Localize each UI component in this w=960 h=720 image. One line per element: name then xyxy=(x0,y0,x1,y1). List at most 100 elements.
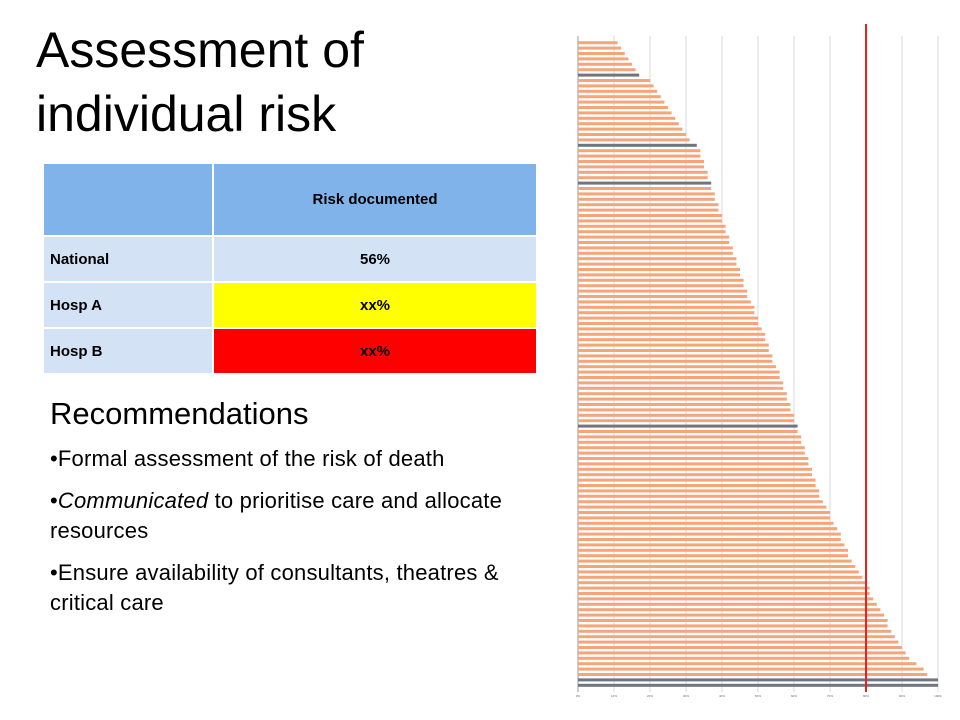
row-value: xx% xyxy=(212,327,538,375)
bar xyxy=(578,500,823,504)
bar xyxy=(578,349,769,352)
x-tick-label: 90% xyxy=(899,694,905,698)
bar xyxy=(578,527,838,531)
bar xyxy=(578,597,874,601)
header-cell xyxy=(42,162,214,237)
header-cell: Risk documented xyxy=(212,162,538,237)
bar xyxy=(578,300,751,304)
bar xyxy=(578,538,841,541)
bar xyxy=(578,273,740,277)
bar xyxy=(578,354,773,358)
x-tick-label: 60% xyxy=(791,694,797,698)
bar xyxy=(578,224,726,228)
bar xyxy=(578,79,650,82)
bar xyxy=(578,457,809,460)
bar xyxy=(578,435,802,439)
bar xyxy=(578,84,654,88)
table-row: National 56% xyxy=(42,235,538,283)
row-value: 56% xyxy=(212,235,538,283)
bar xyxy=(578,203,719,207)
slide-title: Assessment of individual risk xyxy=(36,22,364,142)
bar xyxy=(578,511,830,514)
bar xyxy=(578,262,737,266)
bar xyxy=(578,176,708,180)
bar xyxy=(578,127,683,131)
bar xyxy=(578,160,704,163)
bullet: •Formal assessment of the risk of death xyxy=(50,444,540,474)
bar xyxy=(578,392,787,396)
bar xyxy=(578,467,812,471)
bullet-text: • xyxy=(50,488,58,513)
bar xyxy=(578,656,910,660)
bar xyxy=(578,192,715,196)
bar xyxy=(578,62,632,66)
bar xyxy=(578,197,715,201)
bar xyxy=(578,138,690,142)
bar xyxy=(578,548,848,552)
bar xyxy=(578,165,704,169)
row-label: Hosp B xyxy=(42,327,214,375)
bar xyxy=(578,494,820,498)
bar xyxy=(578,489,820,493)
bar xyxy=(578,446,805,450)
bar xyxy=(578,111,672,115)
bar xyxy=(578,532,841,536)
bar xyxy=(578,575,863,579)
bar xyxy=(578,52,625,55)
bar xyxy=(578,295,748,298)
bar xyxy=(578,413,794,417)
row-label: Hosp A xyxy=(42,281,214,329)
x-tick-label: 70% xyxy=(827,694,833,698)
bar xyxy=(578,289,748,293)
bar xyxy=(578,284,744,288)
bar xyxy=(578,68,636,72)
bar xyxy=(578,386,784,390)
bar xyxy=(578,73,640,77)
bar xyxy=(578,268,740,271)
bar xyxy=(578,629,892,633)
bar xyxy=(578,322,758,325)
bar xyxy=(578,586,870,590)
bar xyxy=(578,316,758,320)
bar xyxy=(578,473,812,477)
bar xyxy=(578,143,697,147)
bar xyxy=(578,100,665,104)
bar xyxy=(578,41,618,45)
bar xyxy=(578,246,733,250)
bullet-text: to prioritise care and allocate resource… xyxy=(50,488,503,543)
bar xyxy=(578,397,787,401)
bar xyxy=(578,608,881,612)
x-tick-label: 30% xyxy=(683,694,689,698)
bar xyxy=(578,214,722,217)
bar xyxy=(578,430,798,433)
bar xyxy=(578,376,780,379)
bar xyxy=(578,187,712,190)
bar xyxy=(578,219,722,223)
bar xyxy=(578,440,802,444)
bar xyxy=(578,667,924,671)
bar xyxy=(578,95,661,99)
bar xyxy=(578,505,827,509)
bar xyxy=(578,106,668,109)
bar xyxy=(578,635,895,639)
x-tick-label: 80% xyxy=(863,694,869,698)
x-tick-label: 0% xyxy=(576,694,581,698)
bullet-text: •Ensure availability of consultants, the… xyxy=(50,560,499,615)
bar xyxy=(578,181,712,185)
bar xyxy=(578,408,791,412)
bar xyxy=(578,332,766,336)
recommendations-heading: Recommendations xyxy=(50,396,309,431)
bar xyxy=(578,662,917,666)
bar xyxy=(578,673,928,676)
bar xyxy=(578,278,744,282)
bar xyxy=(578,241,730,244)
x-tick-label: 50% xyxy=(755,694,761,698)
bar xyxy=(578,365,776,369)
bar xyxy=(578,46,622,50)
bar xyxy=(578,338,766,342)
row-value: xx% xyxy=(212,281,538,329)
bar xyxy=(578,602,877,606)
bar xyxy=(578,543,845,547)
bar xyxy=(578,327,762,331)
